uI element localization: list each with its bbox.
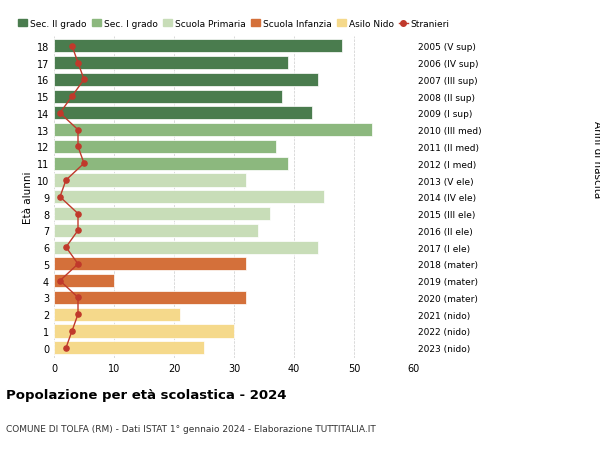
Bar [54,274,114,288]
Text: COMUNE DI TOLFA (RM) - Dati ISTAT 1° gennaio 2024 - Elaborazione TUTTITALIA.IT: COMUNE DI TOLFA (RM) - Dati ISTAT 1° gen… [6,425,376,434]
Y-axis label: Età alunni: Età alunni [23,171,32,224]
Point [61,344,71,352]
Text: Popolazione per età scolastica - 2024: Popolazione per età scolastica - 2024 [6,388,287,401]
Bar [54,341,204,354]
Point [73,144,83,151]
Bar [54,90,282,103]
Bar [54,140,276,154]
Bar [54,241,318,254]
Bar [54,325,234,338]
Bar [54,124,372,137]
Point [73,311,83,318]
Point [79,160,89,168]
Bar [54,107,312,120]
Bar [54,157,288,170]
Point [73,261,83,268]
Text: Anni di nascita: Anni di nascita [592,120,600,197]
Point [55,277,65,285]
Point [73,294,83,302]
Bar [54,224,258,237]
Bar [54,74,318,87]
Bar [54,191,324,204]
Point [67,43,77,50]
Point [61,177,71,185]
Point [73,127,83,134]
Point [73,227,83,235]
Legend: Sec. II grado, Sec. I grado, Scuola Primaria, Scuola Infanzia, Asilo Nido, Stran: Sec. II grado, Sec. I grado, Scuola Prim… [19,20,449,29]
Point [67,328,77,335]
Point [61,244,71,251]
Bar [54,291,246,304]
Bar [54,308,180,321]
Bar [54,40,342,53]
Bar [54,258,246,271]
Bar [54,207,270,221]
Point [55,110,65,118]
Point [55,194,65,201]
Point [67,93,77,101]
Point [79,77,89,84]
Bar [54,57,288,70]
Point [73,210,83,218]
Point [73,60,83,67]
Bar [54,174,246,187]
